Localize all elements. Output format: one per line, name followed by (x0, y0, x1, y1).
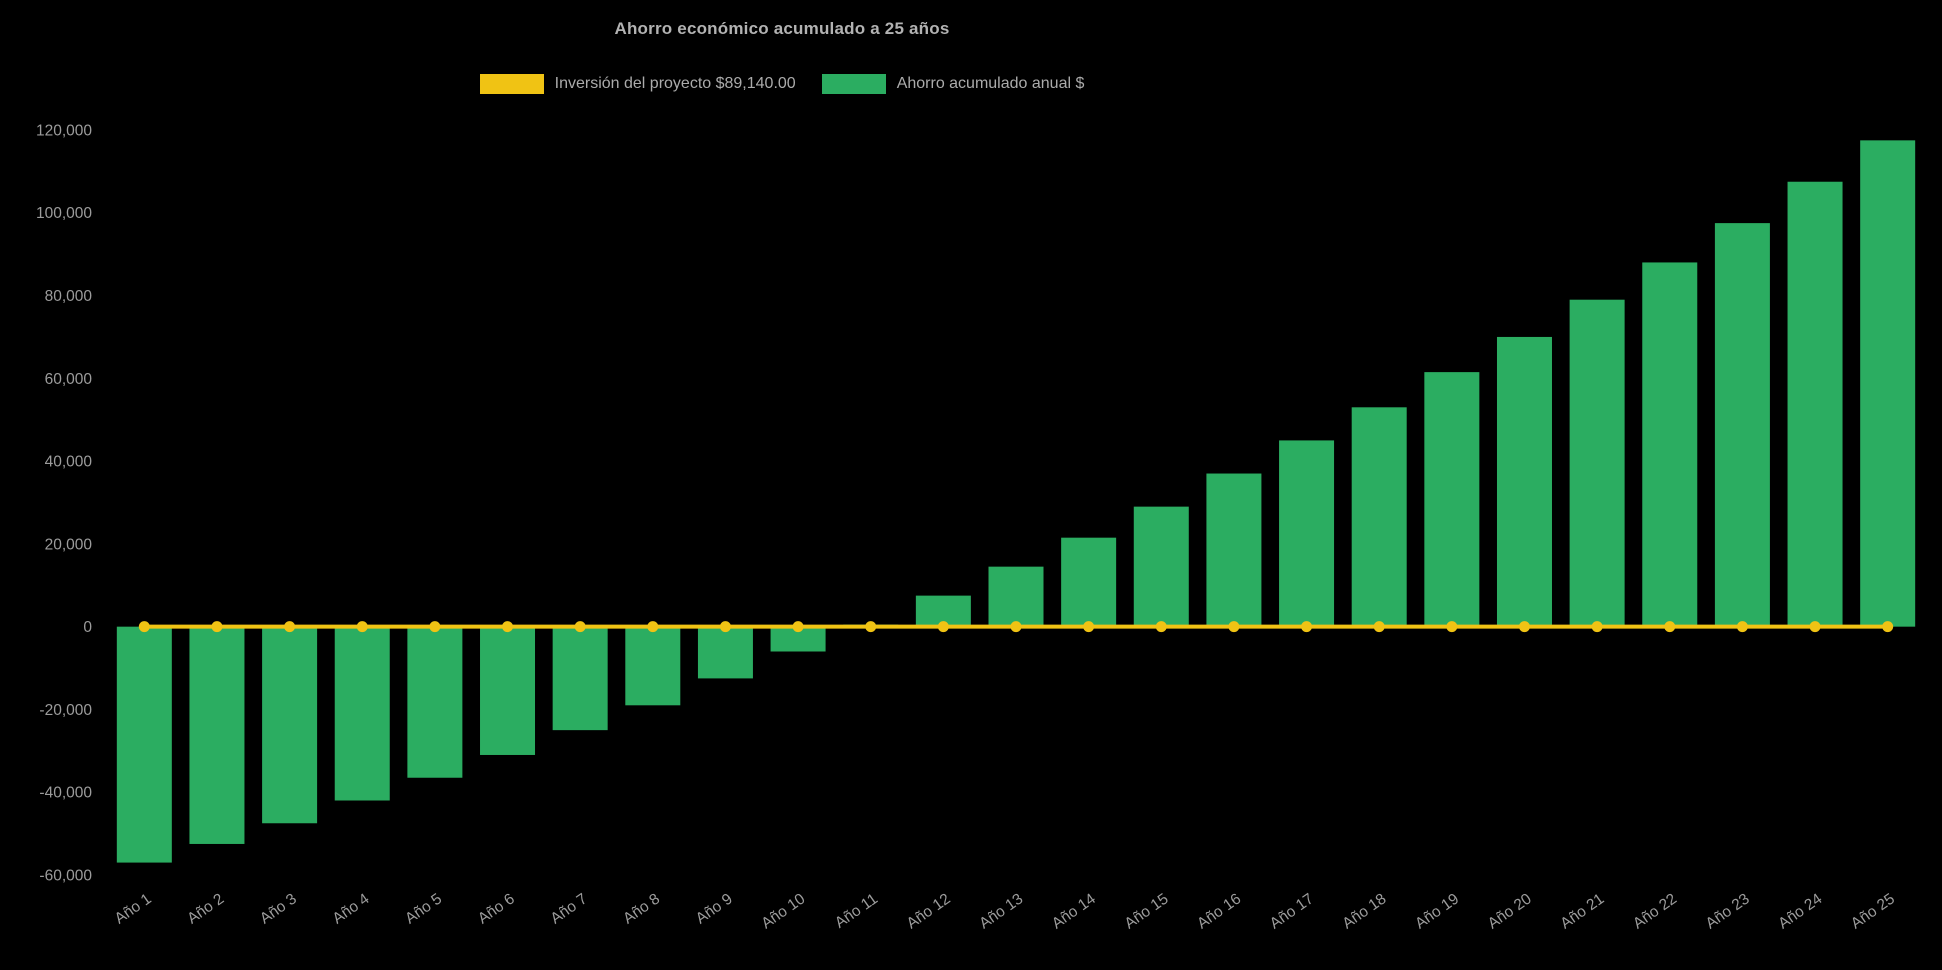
x-axis-label: Año 22 (1630, 890, 1680, 932)
x-axis-label: Año 8 (620, 890, 663, 927)
y-axis-tick-label: 20,000 (45, 536, 93, 553)
bar-año-24 (1787, 181, 1843, 627)
investment-line-marker-icon (1010, 621, 1022, 633)
investment-line-marker-icon (1591, 621, 1603, 633)
bar-año-8 (625, 626, 681, 706)
y-axis-tick-label: 60,000 (45, 371, 93, 388)
bar-año-15 (1133, 506, 1189, 627)
x-axis-label: Año 6 (475, 890, 518, 927)
bar-año-23 (1714, 223, 1770, 627)
x-axis-label: Año 20 (1485, 890, 1535, 932)
y-axis-tick-label: 120,000 (36, 122, 92, 139)
x-axis-label: Año 21 (1557, 890, 1607, 932)
x-axis-label: Año 4 (330, 890, 373, 927)
y-axis-tick-label: 80,000 (45, 288, 93, 305)
investment-line-marker-icon (574, 621, 586, 633)
bar-año-9 (697, 626, 753, 679)
investment-line-marker-icon (502, 621, 514, 633)
bar-año-7 (552, 626, 608, 731)
investment-line-marker-icon (356, 621, 368, 633)
y-axis-tick-label: -20,000 (39, 702, 92, 719)
x-axis-label: Año 2 (184, 890, 227, 927)
bar-año-5 (407, 626, 463, 778)
x-axis-label: Año 19 (1412, 890, 1462, 932)
investment-line-marker-icon (284, 621, 296, 633)
investment-line-marker-icon (647, 621, 659, 633)
x-axis-label: Año 13 (976, 890, 1026, 932)
x-axis-label: Año 15 (1122, 890, 1172, 932)
legend-swatch-investment-icon (479, 74, 544, 94)
x-axis-label: Año 12 (904, 890, 954, 932)
x-axis-label: Año 14 (1049, 890, 1099, 932)
bar-año-4 (334, 626, 390, 801)
bar-año-25 (1860, 140, 1916, 627)
y-axis-tick-label: -40,000 (39, 785, 92, 802)
investment-line-marker-icon (1301, 621, 1313, 633)
investment-line-marker-icon (1228, 621, 1240, 633)
y-axis-tick-label: -60,000 (39, 867, 92, 884)
x-axis-label: Año 25 (1848, 890, 1898, 932)
investment-line-marker-icon (1518, 621, 1530, 633)
bar-año-20 (1496, 336, 1552, 627)
x-axis-label: Año 17 (1267, 890, 1317, 932)
investment-line-marker-icon (1446, 621, 1458, 633)
y-axis-tick-label: 40,000 (45, 454, 93, 471)
bar-año-14 (1061, 537, 1117, 627)
investment-line-marker-icon (719, 621, 731, 633)
x-axis-label: Año 23 (1703, 890, 1753, 932)
investment-line-marker-icon (937, 621, 949, 633)
x-axis-label: Año 7 (548, 890, 591, 927)
x-axis-label: Año 24 (1775, 890, 1825, 932)
investment-line-marker-icon (865, 621, 877, 633)
investment-line-marker-icon (1736, 621, 1748, 633)
investment-line-marker-icon (1664, 621, 1676, 633)
investment-line-marker-icon (1083, 621, 1095, 633)
bar-año-17 (1279, 440, 1335, 627)
x-axis-label: Año 9 (693, 890, 736, 927)
y-axis-tick-label: 100,000 (36, 205, 92, 222)
x-axis-label: Año 16 (1194, 890, 1244, 932)
investment-line-marker-icon (211, 621, 223, 633)
x-axis-label: Año 18 (1339, 890, 1389, 932)
y-axis-tick-label: 0 (83, 619, 92, 636)
legend-label-savings: Ahorro acumulado anual $ (896, 75, 1085, 92)
investment-line-marker-icon (1155, 621, 1167, 633)
bar-año-18 (1351, 407, 1407, 627)
bar-año-13 (988, 566, 1044, 627)
legend-item-savings: Ahorro acumulado anual $ (821, 74, 1085, 94)
bar-año-22 (1642, 262, 1698, 627)
investment-line-marker-icon (792, 621, 804, 633)
legend-item-investment: Inversión del proyecto $89,140.00 (479, 74, 796, 94)
x-axis-label: Año 10 (758, 890, 808, 932)
bar-año-6 (480, 626, 536, 755)
investment-line-marker-icon (1882, 621, 1894, 633)
x-axis-label: Año 3 (257, 890, 300, 927)
chart-title: Ahorro económico acumulado a 25 años (614, 19, 950, 38)
bar-año-3 (262, 626, 318, 824)
chart-legend: Inversión del proyecto $89,140.00 Ahorro… (0, 74, 1942, 94)
bar-año-1 (116, 626, 172, 863)
bar-año-2 (189, 626, 245, 844)
x-axis-label: Año 5 (402, 890, 445, 927)
legend-label-investment: Inversión del proyecto $89,140.00 (554, 75, 796, 92)
bar-año-21 (1569, 299, 1625, 627)
bar-año-19 (1424, 372, 1480, 627)
legend-swatch-savings-icon (821, 74, 886, 94)
investment-line-marker-icon (138, 621, 150, 633)
investment-line-marker-icon (429, 621, 441, 633)
x-axis-label: Año 1 (112, 890, 155, 927)
bar-año-16 (1206, 473, 1262, 627)
investment-line-marker-icon (1809, 621, 1821, 633)
investment-line-marker-icon (1373, 621, 1385, 633)
x-axis-label: Año 11 (832, 890, 881, 931)
